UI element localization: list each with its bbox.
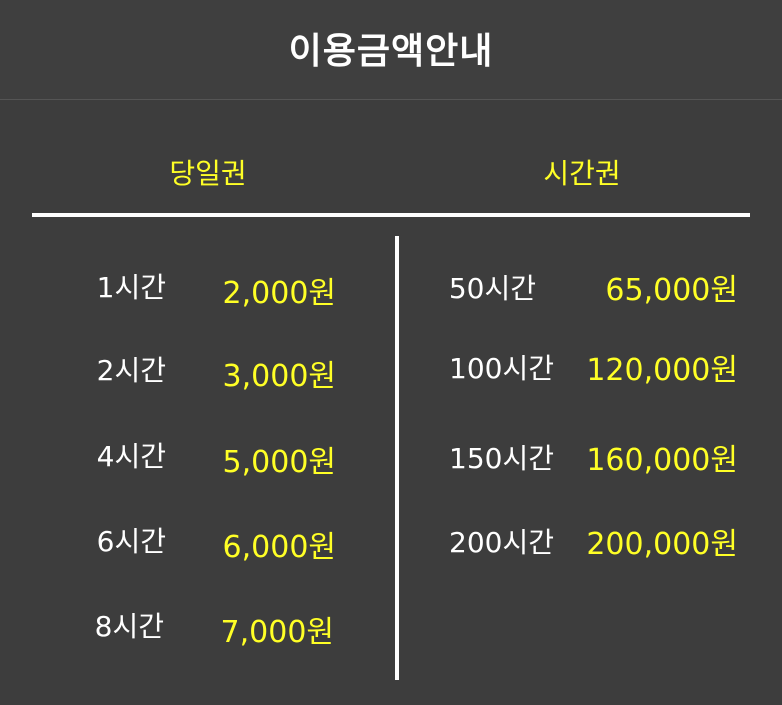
duration-label: 50시간 <box>448 272 536 305</box>
page-title: 이용금액안내 <box>288 31 494 72</box>
daily-pass-heading: 당일권 <box>169 157 247 190</box>
price-value: 160,000원 <box>586 443 738 478</box>
price-value: 120,000원 <box>586 353 738 388</box>
column-divider <box>395 236 399 680</box>
price-value: 200,000원 <box>586 527 738 562</box>
header-bar: 이용금액안내 <box>0 0 782 100</box>
duration-label: 1시간 <box>96 271 166 304</box>
price-value: 3,000원 <box>222 359 336 394</box>
header-divider <box>32 213 750 217</box>
duration-label: 8시간 <box>94 610 164 643</box>
duration-label: 4시간 <box>96 440 166 473</box>
duration-label: 6시간 <box>96 525 166 558</box>
duration-label: 200시간 <box>449 526 554 559</box>
price-value: 6,000원 <box>222 530 336 565</box>
price-value: 65,000원 <box>605 273 738 308</box>
price-value: 2,000원 <box>222 276 336 311</box>
price-value: 5,000원 <box>222 445 336 480</box>
hourly-pass-heading: 시간권 <box>543 157 621 190</box>
duration-label: 100시간 <box>449 352 554 385</box>
duration-label: 150시간 <box>449 442 554 475</box>
price-value: 7,000원 <box>220 615 334 650</box>
duration-label: 2시간 <box>96 354 166 387</box>
